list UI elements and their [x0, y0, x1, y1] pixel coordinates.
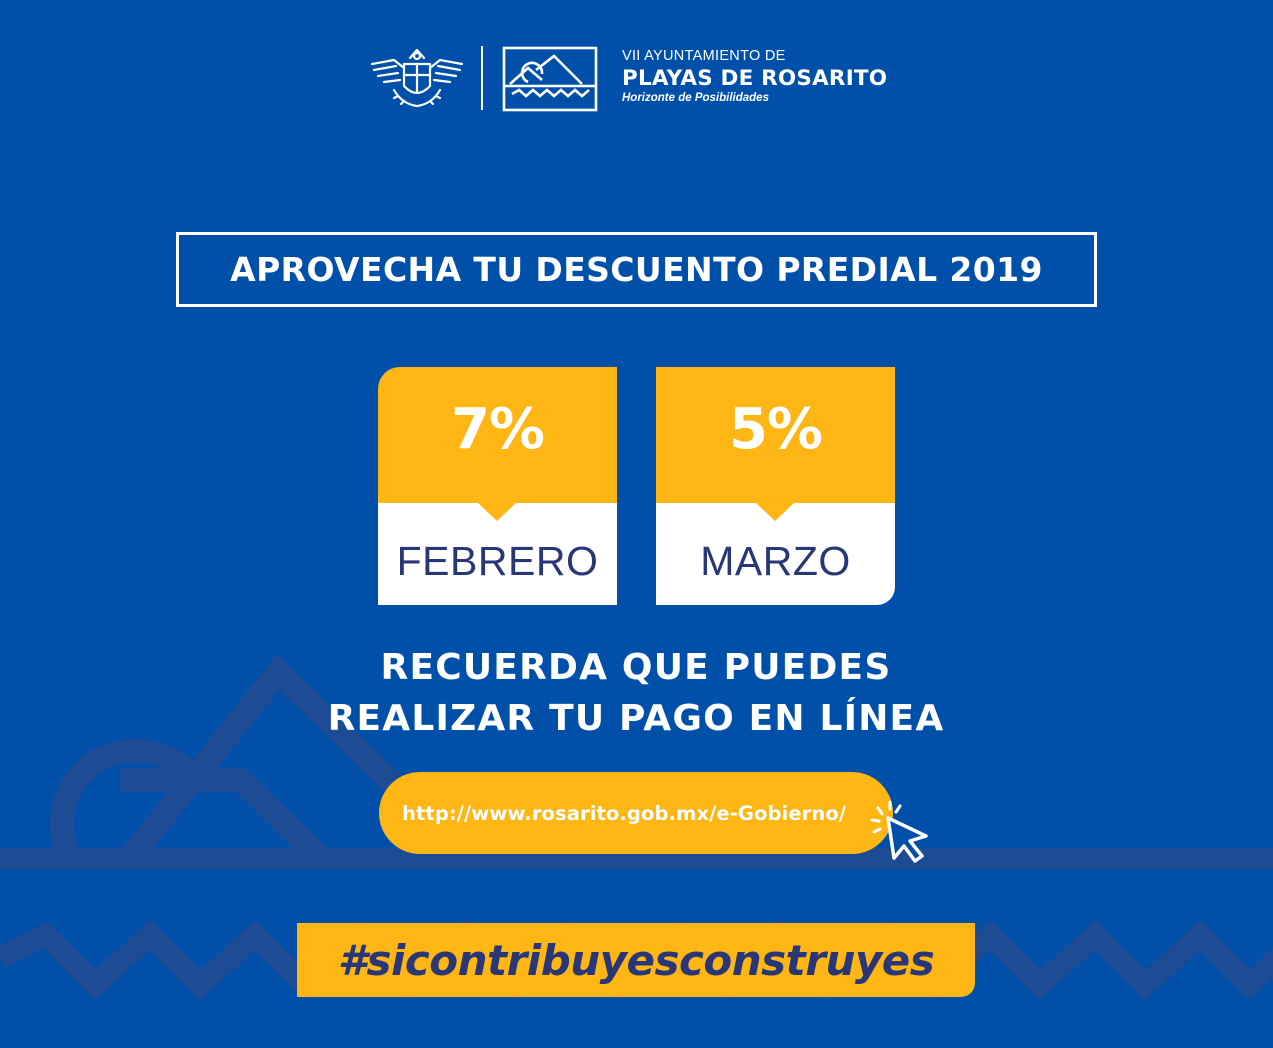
hashtag-box: #sicontribuyesconstruyes [297, 923, 975, 997]
card-notch [478, 503, 516, 521]
headline: APROVECHA TU DESCUENTO PREDIAL 2019 [230, 250, 1043, 289]
city-logo-icon [502, 46, 598, 112]
campaign-hashtag: #sicontribuyesconstruyes [337, 935, 935, 985]
state-crest-icon [370, 48, 464, 108]
discount-card-february: 7% FEBRERO [378, 367, 617, 605]
header: VII AYUNTAMIENTO DE PLAYAS DE ROSARITO H… [368, 44, 908, 116]
pointer-cursor-icon [870, 800, 928, 863]
background-sun-shape [49, 738, 211, 864]
reminder-line-1: RECUERDA QUE PUEDES [380, 647, 892, 688]
discount-card-march: 5% MARZO [656, 367, 895, 605]
city-name: PLAYAS DE ROSARITO [622, 66, 888, 91]
online-payment-link[interactable]: http://www.rosarito.gob.mx/e-Gobierno/ [379, 772, 893, 854]
url-text[interactable]: http://www.rosarito.gob.mx/e-Gobierno/ [402, 801, 847, 825]
discount-month: FEBRERO [396, 538, 599, 584]
reminder-line-2: REALIZAR TU PAGO EN LÍNEA [327, 698, 945, 739]
background-horizon-line [0, 848, 1273, 870]
card-notch [756, 503, 794, 521]
ayuntamiento-line: VII AYUNTAMIENTO DE [622, 48, 786, 64]
card-top [656, 367, 895, 503]
payment-reminder: RECUERDA QUE PUEDES REALIZAR TU PAGO EN … [236, 642, 1036, 744]
discount-month: MARZO [700, 538, 851, 584]
city-slogan: Horizonte de Posibilidades [622, 92, 769, 104]
discount-percent: 5% [728, 397, 823, 462]
header-divider [481, 46, 483, 110]
discount-percent: 7% [450, 397, 545, 462]
card-top [378, 367, 617, 503]
header-text: VII AYUNTAMIENTO DE PLAYAS DE ROSARITO H… [622, 48, 912, 105]
headline-box: APROVECHA TU DESCUENTO PREDIAL 2019 [176, 232, 1097, 307]
